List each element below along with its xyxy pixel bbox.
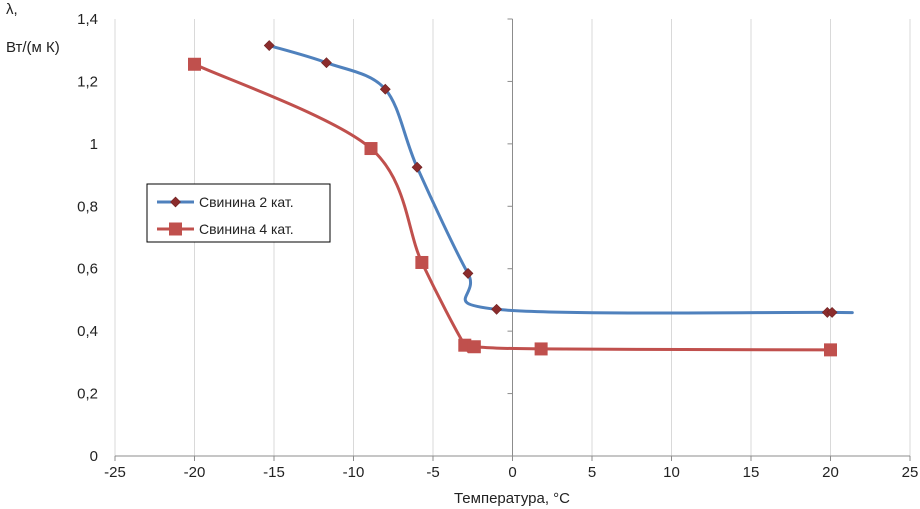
- legend: Свинина 2 кат. Свинина 4 кат.: [146, 183, 331, 243]
- data-point-square: [188, 57, 201, 71]
- x-tick-label: 5: [588, 464, 596, 481]
- data-point-diamond: [462, 267, 474, 279]
- data-point-diamond: [491, 303, 503, 315]
- legend-item-2: Свинина 4 кат.: [157, 221, 294, 237]
- series-2: [188, 57, 837, 357]
- x-tick-label: -25: [104, 464, 126, 481]
- legend-item-1: Свинина 2 кат.: [157, 194, 294, 210]
- x-tick-label: -20: [184, 464, 206, 481]
- data-point-square: [824, 343, 837, 357]
- x-tick-label: 0: [508, 464, 516, 481]
- x-tick-labels: -25 -20 -15 -10 -5 0 5 10 15 20 25: [104, 456, 918, 481]
- y-tick-label: 1,4: [77, 11, 98, 28]
- legend-label: Свинина 4 кат.: [199, 221, 294, 237]
- x-tick-label: 15: [743, 464, 760, 481]
- y-tick-labels: 0 0,2 0,4 0,6 0,8 1 1,2 1,4: [77, 11, 513, 465]
- legend-marker: [169, 222, 182, 236]
- x-axis-label: Температура, °С: [454, 490, 570, 507]
- y-axis-label-line2: Вт/(м К): [6, 39, 60, 56]
- y-tick-label: 0,8: [77, 198, 98, 215]
- y-tick-label: 0,4: [77, 323, 98, 340]
- data-point-square: [534, 342, 548, 356]
- x-tick-label: 25: [902, 464, 919, 481]
- y-tick-label: 1: [90, 136, 98, 153]
- y-tick-label: 0,6: [77, 261, 98, 278]
- data-point-diamond: [826, 306, 838, 318]
- legend-marker: [170, 196, 181, 208]
- series-line: [268, 44, 854, 315]
- x-tick-label: -10: [343, 464, 365, 481]
- x-tick-label: 10: [663, 464, 680, 481]
- data-point-square: [467, 340, 481, 354]
- x-tick-label: 20: [822, 464, 839, 481]
- y-tick-label: 1,2: [77, 73, 98, 90]
- y-tick-label: 0: [90, 448, 98, 465]
- y-tick-label: 0,2: [77, 386, 98, 403]
- x-tick-label: -5: [426, 464, 439, 481]
- series-layer: [188, 40, 854, 357]
- data-point-diamond: [411, 161, 423, 173]
- series-1: [263, 40, 854, 318]
- data-point-square: [415, 255, 429, 269]
- legend-label: Свинина 2 кат.: [199, 194, 294, 210]
- x-tick-label: -15: [263, 464, 285, 481]
- data-point-diamond: [263, 40, 275, 51]
- y-axis-label-line1: λ,: [6, 1, 18, 18]
- data-point-square: [364, 142, 378, 156]
- data-point-diamond: [379, 83, 391, 95]
- data-point-diamond: [321, 57, 332, 69]
